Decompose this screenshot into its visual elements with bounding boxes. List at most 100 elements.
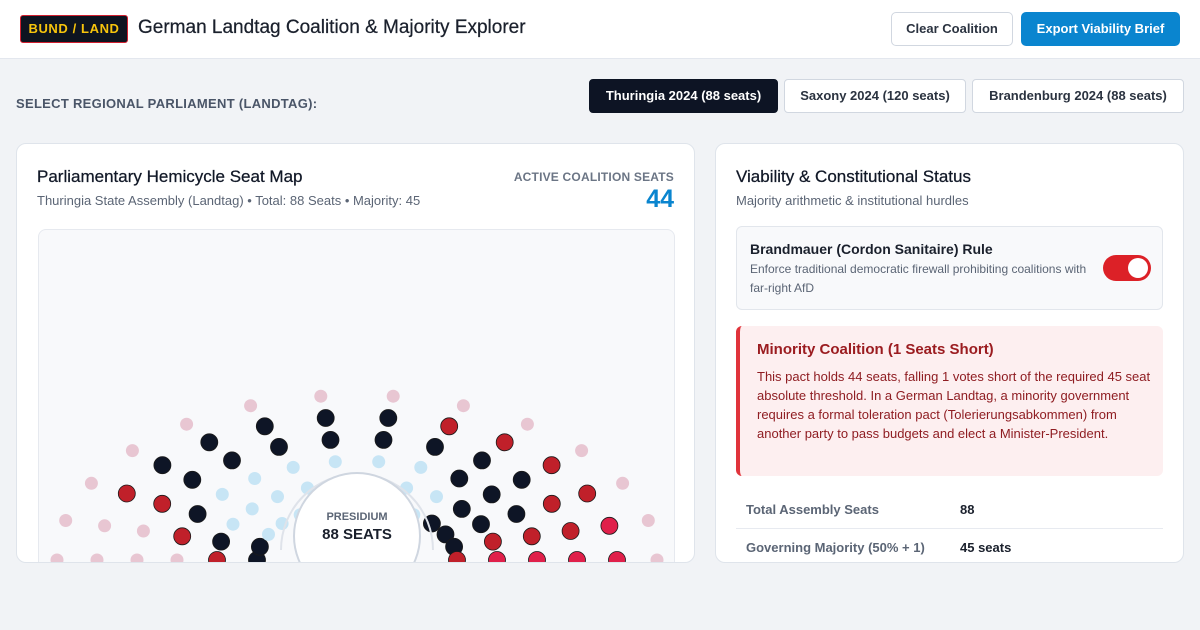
- seat-dot[interactable]: [600, 516, 619, 535]
- tab-thuringia-2024[interactable]: Thuringia 2024 (88 seats): [589, 79, 778, 113]
- seat-dot[interactable]: [450, 469, 469, 488]
- presidium-label: PRESIDIUM: [326, 511, 387, 523]
- viability-title: Viability & Constitutional Status: [736, 167, 971, 186]
- seat-dot[interactable]: [473, 451, 491, 470]
- seat-dot[interactable]: [300, 481, 314, 495]
- stat-label: Governing Majority (50% + 1): [746, 540, 925, 555]
- seat-dot[interactable]: [226, 517, 240, 531]
- viability-subtitle: Majority arithmetic & institutional hurd…: [736, 193, 969, 208]
- export-brief-button[interactable]: Export Viability Brief: [1021, 12, 1180, 46]
- seat-dot[interactable]: [188, 505, 207, 523]
- seat-dot[interactable]: [98, 519, 112, 533]
- toggle-knob: [1128, 258, 1148, 278]
- stat-row-total-seats: Total Assembly Seats 88: [736, 491, 1163, 529]
- seat-dot[interactable]: [575, 444, 589, 458]
- active-coalition-value: 44: [646, 185, 674, 213]
- seat-dot[interactable]: [183, 470, 202, 489]
- seat-dot[interactable]: [223, 451, 241, 470]
- seat-dot[interactable]: [248, 472, 262, 485]
- seat-dot[interactable]: [90, 553, 104, 564]
- seat-dot[interactable]: [136, 524, 150, 538]
- seat-dot[interactable]: [650, 553, 664, 564]
- seat-dot[interactable]: [328, 455, 342, 469]
- seat-dot[interactable]: [440, 417, 459, 436]
- hemicycle-map: PRESIDIUM 88 SEATS: [38, 229, 675, 564]
- stat-value: 88: [960, 502, 975, 517]
- seat-dot[interactable]: [270, 437, 288, 456]
- seat-dot[interactable]: [495, 433, 514, 452]
- seat-map-card: Parliamentary Hemicycle Seat Map Thuring…: [16, 143, 695, 563]
- seat-dot[interactable]: [641, 514, 655, 527]
- seat-dot[interactable]: [542, 456, 561, 475]
- seat-dot[interactable]: [568, 551, 586, 564]
- presidium-circle: [293, 472, 421, 562]
- hemicycle-svg: PRESIDIUM 88 SEATS: [50, 389, 664, 564]
- seat-dot[interactable]: [561, 522, 580, 540]
- seat-dot[interactable]: [130, 553, 144, 564]
- seat-dot[interactable]: [456, 399, 470, 413]
- seat-dot[interactable]: [414, 460, 428, 474]
- stat-value: 45 seats: [960, 540, 1012, 555]
- seat-dot[interactable]: [507, 505, 526, 523]
- seat-dot[interactable]: [212, 532, 231, 551]
- seat-dot[interactable]: [250, 537, 269, 556]
- seat-dot[interactable]: [522, 527, 541, 546]
- seat-dot[interactable]: [452, 499, 471, 518]
- seat-dot[interactable]: [512, 470, 531, 489]
- seat-dot[interactable]: [436, 525, 455, 544]
- clear-coalition-button[interactable]: Clear Coalition: [891, 12, 1013, 46]
- seat-dot[interactable]: [200, 433, 219, 452]
- seat-dot[interactable]: [255, 417, 274, 436]
- seat-dot[interactable]: [262, 527, 275, 541]
- seat-dot[interactable]: [208, 551, 226, 564]
- seat-dot[interactable]: [245, 502, 259, 516]
- seat-dot[interactable]: [374, 430, 393, 449]
- seat-dot[interactable]: [117, 484, 136, 503]
- stat-row-majority: Governing Majority (50% + 1) 45 seats: [736, 529, 1163, 562]
- brandmauer-rule-title: Brandmauer (Cordon Sanitaire) Rule: [750, 241, 993, 257]
- viability-card: Viability & Constitutional Status Majori…: [715, 143, 1184, 563]
- seat-dot[interactable]: [472, 515, 490, 534]
- seat-dot[interactable]: [153, 456, 172, 475]
- seat-dot[interactable]: [286, 460, 300, 474]
- tab-brandenburg-2024[interactable]: Brandenburg 2024 (88 seats): [972, 79, 1184, 113]
- seat-dot[interactable]: [316, 409, 335, 427]
- seat-dot[interactable]: [173, 527, 192, 546]
- seat-dot[interactable]: [608, 551, 626, 564]
- seat-dot[interactable]: [400, 481, 414, 495]
- seat-dot[interactable]: [488, 551, 506, 564]
- seat-dot[interactable]: [422, 514, 441, 533]
- seat-dot[interactable]: [430, 490, 443, 504]
- minority-coalition-alert: Minority Coalition (1 Seats Short) This …: [736, 326, 1163, 476]
- seat-dot[interactable]: [386, 389, 400, 403]
- seat-dot[interactable]: [483, 532, 502, 551]
- seat-dot[interactable]: [482, 485, 501, 504]
- seat-dot[interactable]: [372, 455, 386, 469]
- seat-dot[interactable]: [379, 409, 398, 427]
- seat-dot[interactable]: [180, 417, 194, 431]
- seat-dot[interactable]: [578, 484, 597, 503]
- seat-dot[interactable]: [244, 399, 258, 413]
- seat-dot[interactable]: [215, 487, 229, 501]
- seat-dot[interactable]: [170, 553, 184, 564]
- brandmauer-rule-description: Enforce traditional democratic firewall …: [750, 262, 1087, 295]
- seat-map-subtitle: Thuringia State Assembly (Landtag) • Tot…: [37, 193, 421, 208]
- seat-dot[interactable]: [426, 437, 444, 456]
- seat-dot[interactable]: [153, 494, 172, 513]
- seat-dot[interactable]: [616, 476, 630, 490]
- seat-dot[interactable]: [321, 430, 340, 449]
- seat-dot[interactable]: [314, 389, 328, 403]
- stat-label: Total Assembly Seats: [746, 502, 879, 517]
- tab-saxony-2024[interactable]: Saxony 2024 (120 seats): [784, 79, 966, 113]
- seat-dot[interactable]: [271, 490, 284, 504]
- seat-dot[interactable]: [84, 476, 98, 490]
- seat-dot[interactable]: [542, 494, 561, 513]
- brandmauer-toggle[interactable]: [1103, 255, 1151, 281]
- seat-dot[interactable]: [448, 551, 466, 564]
- seat-dot[interactable]: [528, 551, 546, 564]
- seat-dot[interactable]: [520, 417, 534, 431]
- seat-dot[interactable]: [125, 444, 139, 458]
- seat-dot[interactable]: [50, 553, 64, 564]
- seat-dot[interactable]: [59, 514, 73, 527]
